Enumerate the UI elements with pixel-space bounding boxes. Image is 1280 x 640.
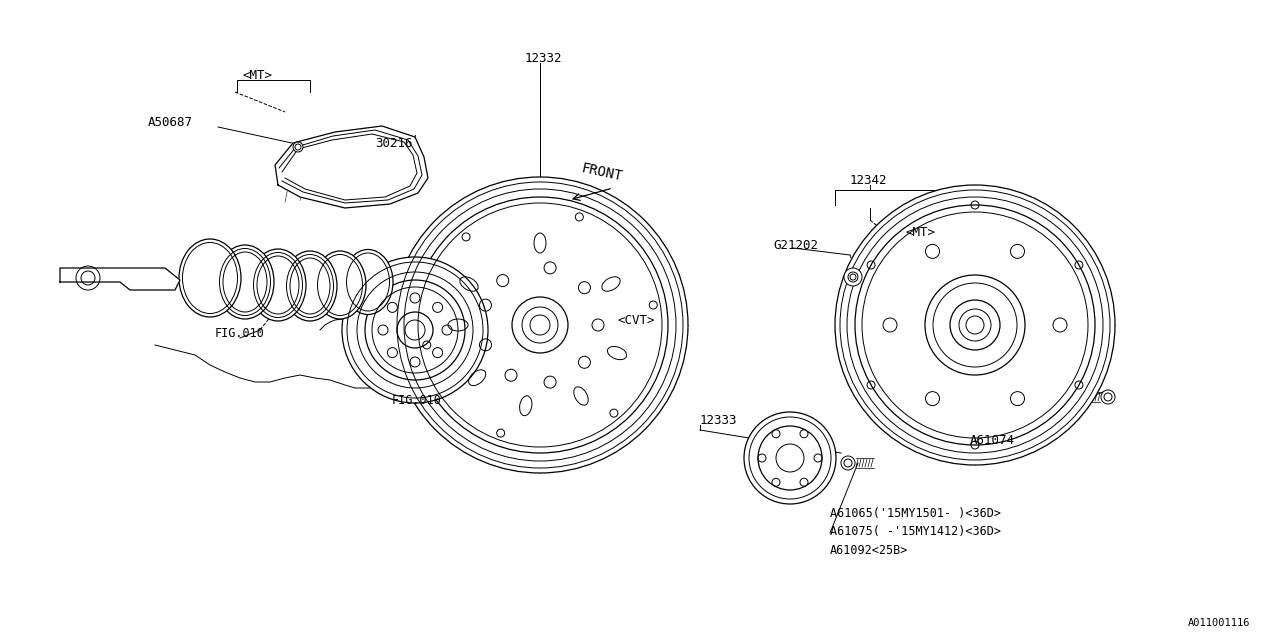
Text: 12332: 12332 [525,51,562,65]
Text: FRONT: FRONT [580,161,623,184]
Circle shape [293,142,303,152]
Text: <MT>: <MT> [905,225,934,239]
Text: FIG.010: FIG.010 [215,326,265,339]
Ellipse shape [216,245,274,319]
Text: A61075( -'15MY1412)<36D>: A61075( -'15MY1412)<36D> [829,525,1001,538]
Text: 12342: 12342 [849,173,887,186]
Text: 12333: 12333 [700,413,737,426]
Circle shape [1101,390,1115,404]
Ellipse shape [250,249,306,321]
Text: A011001116: A011001116 [1188,618,1251,628]
Circle shape [835,185,1115,465]
Ellipse shape [314,251,366,319]
Text: <MT>: <MT> [242,68,273,81]
Text: G21202: G21202 [773,239,818,252]
Text: <CVT>: <CVT> [617,314,654,326]
Polygon shape [275,126,428,208]
Text: A61065('15MY1501- )<36D>: A61065('15MY1501- )<36D> [829,508,1001,520]
Circle shape [841,456,855,470]
Circle shape [342,257,488,403]
Circle shape [744,412,836,504]
Ellipse shape [283,251,337,321]
Text: A61092<25B>: A61092<25B> [829,543,909,557]
Circle shape [392,177,689,473]
Ellipse shape [179,239,241,317]
Circle shape [844,268,861,286]
Text: A50687: A50687 [148,115,193,129]
Text: A61074: A61074 [970,433,1015,447]
Text: 30216: 30216 [375,136,412,150]
Text: FIG.010: FIG.010 [392,394,442,406]
Ellipse shape [343,250,393,314]
Polygon shape [60,268,180,290]
